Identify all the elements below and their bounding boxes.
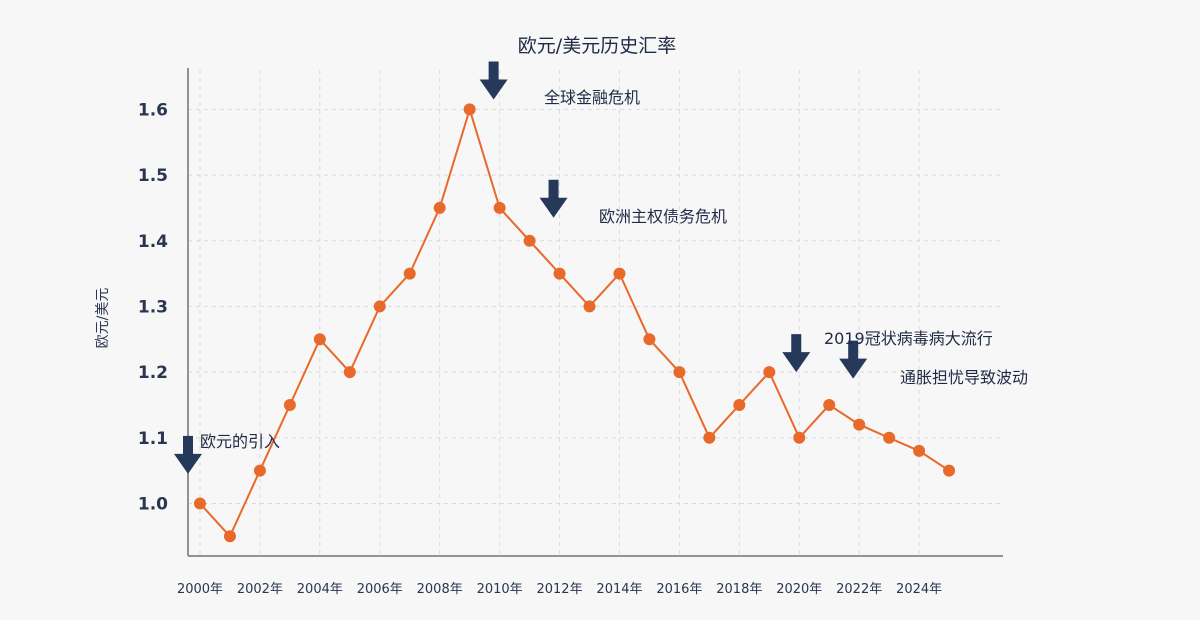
data-point <box>823 398 836 411</box>
data-point <box>943 464 956 477</box>
data-point <box>283 398 296 411</box>
annotation-arrow-icon <box>839 340 868 379</box>
chart-title: 欧元/美元历史汇率 <box>518 35 676 57</box>
y-tick-label: 1.4 <box>138 232 168 252</box>
data-point <box>613 267 626 280</box>
data-point <box>913 444 926 457</box>
data-point <box>763 366 776 379</box>
annotation-label: 全球金融危机 <box>544 88 640 107</box>
y-tick-label: 1.2 <box>138 363 168 383</box>
y-tick-label: 1.5 <box>138 166 168 186</box>
x-tick-label: 2022年 <box>836 582 882 597</box>
data-point <box>853 418 866 431</box>
data-point <box>883 431 896 444</box>
data-point <box>463 103 476 116</box>
data-point <box>733 398 746 411</box>
annotation-arrow-icon <box>479 61 508 100</box>
data-point <box>253 464 266 477</box>
x-tick-label: 2002年 <box>237 582 283 597</box>
data-point <box>433 201 446 214</box>
annotation-arrow-icon <box>174 435 202 474</box>
data-point <box>703 431 716 444</box>
x-tick-label: 2010年 <box>477 582 523 597</box>
annotation-arrow-icon <box>782 334 811 373</box>
data-point <box>553 267 566 280</box>
x-tick-label: 2004年 <box>297 582 343 597</box>
data-point <box>673 366 686 379</box>
grid-lines <box>188 70 1003 556</box>
y-axis-label: 欧元/美元 <box>95 288 111 349</box>
tick-labels: 1.0 1.1 1.2 1.3 1.4 1.5 1.6 2000年 2002年 2004年 2006… <box>138 100 942 597</box>
data-point <box>793 431 806 444</box>
data-point <box>583 300 596 313</box>
y-tick-label: 1.0 <box>138 494 168 514</box>
data-point <box>343 366 356 379</box>
x-tick-label: 2012年 <box>536 582 582 597</box>
data-point <box>313 333 326 346</box>
y-tick-label: 1.1 <box>138 429 168 449</box>
x-tick-label: 2018年 <box>716 582 762 597</box>
data-point <box>493 201 506 214</box>
x-tick-label: 2000年 <box>177 582 223 597</box>
annotation-label: 通胀担忧导致波动 <box>900 368 1028 387</box>
annotation-label: 欧洲主权债务危机 <box>599 207 727 226</box>
y-tick-label: 1.6 <box>138 100 168 120</box>
x-tick-label: 2008年 <box>417 582 463 597</box>
x-tick-label: 2024年 <box>896 582 942 597</box>
axes <box>187 68 1003 557</box>
x-tick-label: 2020年 <box>776 582 822 597</box>
annotation-label: 欧元的引入 <box>200 432 280 451</box>
data-point <box>523 234 536 247</box>
data-point <box>403 267 416 280</box>
annotation-label: 2019冠状病毒病大流行 <box>824 329 993 348</box>
series-line <box>199 105 950 539</box>
data-point <box>373 300 386 313</box>
y-tick-label: 1.3 <box>138 297 168 317</box>
series-layer <box>193 103 956 543</box>
x-tick-label: 2014年 <box>596 582 642 597</box>
x-tick-label: 2006年 <box>357 582 403 597</box>
data-point <box>643 333 656 346</box>
data-point <box>193 497 206 510</box>
data-point <box>223 530 236 543</box>
x-tick-label: 2016年 <box>656 582 702 597</box>
annotation-arrow-icon <box>539 179 568 218</box>
